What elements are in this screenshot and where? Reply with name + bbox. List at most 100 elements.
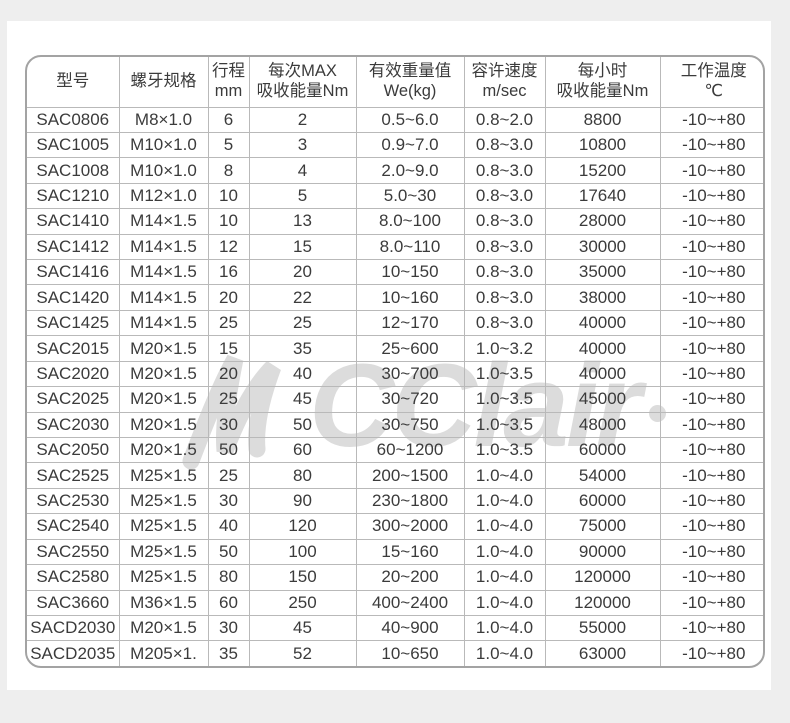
cell-energy-max: 13 — [248, 208, 356, 235]
cell-stroke: 30 — [207, 614, 249, 641]
cell-thread: M25×1.5 — [118, 487, 208, 514]
cell-energy-hour: 55000 — [544, 614, 660, 641]
cell-temp: -10~+80 — [659, 564, 763, 591]
cell-energy-hour: 40000 — [544, 309, 660, 336]
cell-energy-max: 52 — [248, 640, 356, 666]
cell-model: SAC1005 — [27, 131, 119, 158]
cell-stroke: 25 — [207, 386, 249, 413]
cell-weight: 0.9~7.0 — [355, 131, 464, 158]
cell-energy-max: 40 — [248, 360, 356, 387]
cell-temp: -10~+80 — [659, 487, 763, 514]
cell-speed: 0.8~3.0 — [463, 284, 545, 311]
cell-weight: 15~160 — [355, 538, 464, 565]
cell-temp: -10~+80 — [659, 233, 763, 260]
cell-weight: 10~160 — [355, 284, 464, 311]
cell-stroke: 6 — [207, 106, 249, 133]
cell-model: SAC2030 — [27, 411, 119, 438]
cell-weight: 300~2000 — [355, 513, 464, 540]
cell-energy-max: 120 — [248, 513, 356, 540]
cell-thread: M25×1.5 — [118, 538, 208, 565]
cell-energy-hour: 75000 — [544, 513, 660, 540]
cell-thread: M14×1.5 — [118, 259, 208, 285]
cell-energy-hour: 10800 — [544, 131, 660, 158]
cell-temp: -10~+80 — [659, 589, 763, 616]
cell-energy-max: 150 — [248, 564, 356, 591]
cell-energy-hour: 60000 — [544, 487, 660, 514]
cell-temp: -10~+80 — [659, 131, 763, 158]
cell-model: SACD2035 — [27, 640, 119, 666]
cell-temp: -10~+80 — [659, 208, 763, 235]
cell-speed: 1.0~4.0 — [463, 513, 545, 540]
cell-energy-max: 250 — [248, 589, 356, 616]
cell-speed: 0.8~3.0 — [463, 157, 545, 184]
cell-stroke: 12 — [207, 233, 249, 260]
cell-thread: M25×1.5 — [118, 513, 208, 540]
table-row: SACD2035 M205×1. 35 52 10~650 1.0~4.0 63000 -10… — [27, 640, 763, 666]
cell-model: SAC2020 — [27, 360, 119, 387]
cell-temp: -10~+80 — [659, 157, 763, 184]
cell-model: SAC1420 — [27, 284, 119, 311]
table-row: SAC2015 M20×1.5 15 35 25~600 1.0~3.2 40000 -10~… — [27, 335, 763, 362]
cell-weight: 25~600 — [355, 335, 464, 362]
cell-temp: -10~+80 — [659, 106, 763, 133]
cell-thread: M20×1.5 — [118, 386, 208, 413]
cell-energy-hour: 38000 — [544, 284, 660, 311]
table-row: SAC2525 M25×1.5 25 80 200~1500 1.0~4.0 54000 -1… — [27, 462, 763, 489]
cell-temp: -10~+80 — [659, 538, 763, 565]
table-row: SAC2530 M25×1.5 30 90 230~1800 1.0~4.0 60000 -1… — [27, 487, 763, 514]
cell-weight: 400~2400 — [355, 589, 464, 616]
cell-energy-hour: 40000 — [544, 360, 660, 387]
header-row: 型号 螺牙规格 行程 mm 每次MAX 吸收能量Nm — [27, 57, 763, 107]
cell-weight: 20~200 — [355, 564, 464, 591]
cell-stroke: 30 — [207, 487, 249, 514]
cell-speed: 1.0~3.5 — [463, 436, 545, 463]
cell-speed: 1.0~4.0 — [463, 640, 545, 666]
cell-temp: -10~+80 — [659, 386, 763, 413]
cell-thread: M14×1.5 — [118, 233, 208, 260]
cell-stroke: 40 — [207, 513, 249, 540]
cell-speed: 1.0~3.5 — [463, 411, 545, 438]
cell-thread: M20×1.5 — [118, 436, 208, 463]
cell-weight: 60~1200 — [355, 436, 464, 463]
cell-energy-hour: 35000 — [544, 259, 660, 285]
cell-stroke: 25 — [207, 309, 249, 336]
cell-energy-max: 22 — [248, 284, 356, 311]
cell-thread: M14×1.5 — [118, 208, 208, 235]
cell-speed: 1.0~4.0 — [463, 614, 545, 641]
cell-energy-hour: 28000 — [544, 208, 660, 235]
table-row: SAC2580 M25×1.5 80 150 20~200 1.0~4.0 120000 -1… — [27, 564, 763, 591]
cell-speed: 0.8~3.0 — [463, 233, 545, 260]
table-row: SAC2020 M20×1.5 20 40 30~700 1.0~3.5 40000 -10~… — [27, 360, 763, 387]
cell-weight: 10~650 — [355, 640, 464, 666]
table-row: SAC1416 M14×1.5 16 20 10~150 0.8~3.0 35000 -10~… — [27, 259, 763, 285]
cell-thread: M20×1.5 — [118, 335, 208, 362]
cell-stroke: 25 — [207, 462, 249, 489]
table-row: SAC2550 M25×1.5 50 100 15~160 1.0~4.0 90000 -10… — [27, 538, 763, 565]
cell-energy-max: 3 — [248, 131, 356, 158]
cell-energy-max: 25 — [248, 309, 356, 336]
cell-energy-max: 5 — [248, 182, 356, 209]
cell-thread: M20×1.5 — [118, 360, 208, 387]
table-row: SAC2030 M20×1.5 30 50 30~750 1.0~3.5 48000 -10~… — [27, 411, 763, 438]
cell-model: SAC0806 — [27, 106, 119, 133]
table-row: SAC2050 M20×1.5 50 60 60~1200 1.0~3.5 60000 -10… — [27, 436, 763, 463]
cell-model: SAC1425 — [27, 309, 119, 336]
cell-weight: 8.0~110 — [355, 233, 464, 260]
cell-model: SAC1416 — [27, 259, 119, 285]
col-header-thread: 螺牙规格 — [118, 57, 208, 107]
cell-speed: 1.0~4.0 — [463, 538, 545, 565]
cell-model: SAC2580 — [27, 564, 119, 591]
cell-temp: -10~+80 — [659, 259, 763, 285]
cell-energy-max: 35 — [248, 335, 356, 362]
cell-temp: -10~+80 — [659, 462, 763, 489]
cell-energy-hour: 48000 — [544, 411, 660, 438]
cell-energy-hour: 63000 — [544, 640, 660, 666]
cell-stroke: 5 — [207, 131, 249, 158]
table-row: SAC1410 M14×1.5 10 13 8.0~100 0.8~3.0 28000 -10… — [27, 208, 763, 235]
col-header-weight: 有效重量值 We(kg) — [355, 57, 464, 107]
table-row: SAC2540 M25×1.5 40 120 300~2000 1.0~4.0 75000-… — [27, 513, 763, 540]
cell-thread: M25×1.5 — [118, 564, 208, 591]
cell-model: SAC1008 — [27, 157, 119, 184]
cell-speed: 0.8~2.0 — [463, 106, 545, 133]
cell-energy-hour: 17640 — [544, 182, 660, 209]
